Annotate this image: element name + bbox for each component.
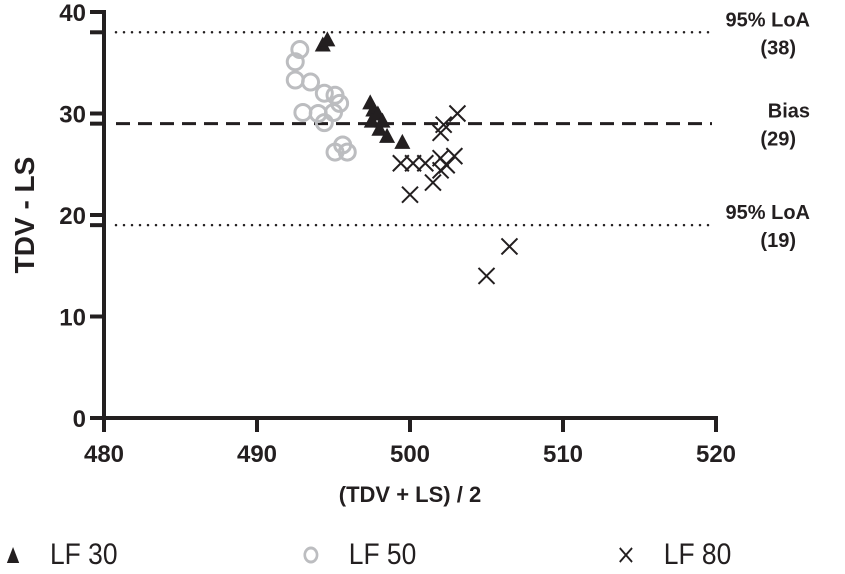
reference-lines — [90, 30, 714, 228]
x-tick-label: 500 — [390, 441, 430, 468]
x-axis-title: (TDV + LS) / 2 — [339, 482, 481, 507]
cross-marker — [500, 237, 519, 256]
x-tick-label: 490 — [237, 441, 277, 468]
data-points — [285, 31, 519, 285]
y-tick-label: 20 — [59, 203, 86, 230]
circle-marker — [314, 83, 334, 103]
triangle-marker — [379, 127, 396, 143]
lower-loa-label: 95% LoA — [726, 202, 810, 224]
y-tick-label: 40 — [59, 0, 86, 27]
legend-label: LF 50 — [348, 538, 417, 571]
upper-loa-value: (38) — [760, 37, 796, 59]
y-tick-label: 10 — [59, 305, 86, 332]
series-lf-30 — [314, 31, 411, 149]
cross-marker — [477, 267, 496, 285]
y-axis-title: TDV - LS — [9, 157, 40, 274]
cross-marker — [392, 154, 410, 172]
bias-value: (29) — [760, 129, 796, 151]
axes: 0 10 20 30 40 480 490 500 510 520 — [59, 0, 736, 468]
legend-label: LF 30 — [50, 538, 118, 571]
circle-marker — [293, 102, 313, 122]
cross-marker — [445, 147, 464, 165]
x-tick-label: 510 — [543, 441, 583, 468]
legend-item-lf80: LF 80 — [618, 538, 731, 572]
upper-loa-label: 95% LoA — [726, 9, 810, 31]
legend: LF 30 LF 50 LF 80 — [0, 538, 845, 574]
triangle-icon — [6, 547, 20, 563]
circle-marker — [285, 70, 305, 90]
triangle-marker — [319, 31, 336, 47]
circle-icon — [303, 546, 319, 564]
y-tick-label: 30 — [59, 102, 86, 129]
triangle-marker — [371, 120, 388, 136]
lower-loa-value: (19) — [760, 230, 796, 252]
series-lf-50 — [285, 40, 357, 162]
series-lf-80 — [392, 104, 519, 285]
x-tick-label: 520 — [696, 441, 736, 468]
cross-marker — [416, 154, 435, 172]
circle-marker — [314, 113, 334, 133]
bland-altman-plot: 0 10 20 30 40 480 490 500 510 520 95% LoA (38) Bias… — [9, 0, 810, 507]
bias-label: Bias — [768, 101, 810, 123]
cross-marker — [424, 173, 442, 192]
legend-item-lf50: LF 50 — [303, 538, 416, 572]
triangle-marker — [363, 112, 380, 128]
cross-marker — [448, 104, 467, 123]
cross-icon — [619, 547, 633, 563]
cross-marker — [404, 154, 422, 172]
cross-marker — [431, 161, 450, 180]
cross-marker — [401, 185, 419, 204]
circle-marker — [290, 40, 310, 60]
x-tick-label: 480 — [84, 441, 124, 468]
cross-marker — [431, 124, 450, 142]
y-tick-label: 0 — [73, 406, 86, 433]
circle-marker — [285, 52, 305, 72]
triangle-marker — [394, 133, 411, 149]
legend-label: LF 80 — [663, 538, 732, 571]
circle-marker — [333, 135, 353, 155]
circle-marker — [301, 72, 321, 92]
reference-line-labels: 95% LoA (38) Bias (29) 95% LoA (19) — [726, 9, 810, 252]
legend-item-lf30: LF 30 — [6, 538, 118, 572]
